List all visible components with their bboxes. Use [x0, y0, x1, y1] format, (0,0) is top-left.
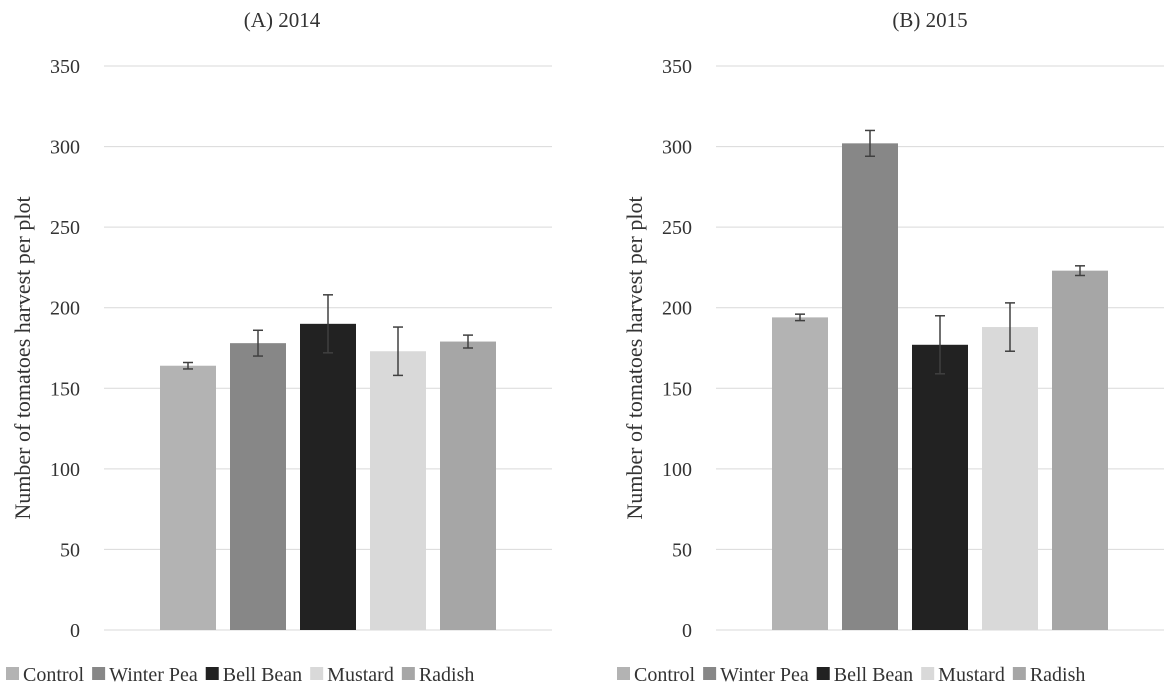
- legend-swatch-control: [6, 667, 19, 680]
- legend-label-bell-bean: Bell Bean: [223, 664, 302, 686]
- legend-swatch-bell-bean: [816, 667, 830, 680]
- legend: Control Winter Pea Bell Bean Mustard Radish: [617, 664, 1085, 686]
- bar-control: [772, 317, 828, 630]
- y-tick-label: 100: [50, 459, 80, 481]
- y-tick-label: 350: [50, 56, 80, 78]
- bar-bell-bean: [912, 344, 968, 630]
- legend-label-control: Control: [23, 664, 85, 686]
- bar-bell-bean: [300, 323, 356, 630]
- legend-swatch-bell-bean: [205, 667, 219, 680]
- legend-label-control: Control: [634, 664, 696, 686]
- legend-swatch-control: [617, 667, 630, 680]
- error-bar-bell-bean: [935, 315, 945, 375]
- legend-label-radish: Radish: [419, 664, 475, 686]
- error-bar-control: [795, 313, 805, 322]
- legend-label-radish: Radish: [1030, 664, 1086, 686]
- y-tick-label: 50: [60, 539, 80, 561]
- y-tick-label: 150: [662, 378, 692, 400]
- y-tick-label: 200: [50, 298, 80, 320]
- bar-mustard: [370, 351, 426, 630]
- error-bar-control: [183, 361, 193, 370]
- legend: Control Winter Pea Bell Bean Mustard Radish: [6, 664, 474, 686]
- y-tick-label: 200: [662, 298, 692, 320]
- y-tick-label: 0: [70, 620, 80, 642]
- bar-radish: [1052, 270, 1108, 630]
- legend-swatch-winter-pea: [703, 667, 717, 680]
- y-tick-label: 100: [662, 459, 692, 481]
- error-bar-winter-pea: [865, 129, 875, 157]
- legend-label-winter-pea: Winter Pea: [109, 664, 198, 686]
- y-tick-label: 350: [662, 56, 692, 78]
- legend-swatch-mustard: [310, 667, 324, 680]
- y-tick-label: 150: [50, 378, 80, 400]
- error-bar-mustard: [393, 326, 403, 377]
- y-axis-label: Number of tomatoes harvest per plot: [10, 196, 35, 519]
- legend-label-winter-pea: Winter Pea: [720, 664, 809, 686]
- y-axis-label: Number of tomatoes harvest per plot: [622, 196, 647, 519]
- chart-title: (A) 2014: [244, 8, 321, 32]
- chart-svg-2015: (B) 2015 0 50 100 150 200 250 300 350 Number of t…: [617, 8, 1164, 686]
- bar-radish: [440, 341, 496, 630]
- bar-control: [160, 365, 216, 630]
- bar-winter-pea: [230, 343, 286, 630]
- chart-panel-2015: (B) 2015 0 50 100 150 200 250 300 350 Number of t…: [586, 0, 1172, 696]
- legend-label-mustard: Mustard: [938, 664, 1005, 686]
- y-tick-label: 250: [662, 217, 692, 239]
- legend-swatch-mustard: [921, 667, 935, 680]
- error-bar-mustard: [1005, 302, 1015, 352]
- legend-label-bell-bean: Bell Bean: [834, 664, 913, 686]
- bar-mustard: [982, 327, 1038, 630]
- legend-swatch-radish: [1012, 667, 1026, 680]
- chart-title: (B) 2015: [892, 8, 967, 32]
- legend-swatch-radish: [401, 667, 415, 680]
- chart-svg-2014: (A) 2014 0 50 100 150 200 250 300 350 Number of t…: [6, 8, 552, 686]
- error-bar-bell-bean: [323, 294, 333, 354]
- y-tick-label: 250: [50, 217, 80, 239]
- error-bar-radish: [1075, 265, 1085, 277]
- bar-winter-pea: [842, 143, 898, 630]
- error-bar-winter-pea: [253, 329, 263, 357]
- y-tick-label: 300: [662, 137, 692, 159]
- y-tick-label: 50: [672, 539, 692, 561]
- y-tick-label: 300: [50, 137, 80, 159]
- legend-swatch-winter-pea: [92, 667, 106, 680]
- error-bar-radish: [463, 334, 473, 349]
- legend-label-mustard: Mustard: [327, 664, 394, 686]
- y-tick-label: 0: [682, 620, 692, 642]
- chart-panel-2014: (A) 2014 0 50 100 150 200 250 300 350 Number of t…: [6, 8, 552, 686]
